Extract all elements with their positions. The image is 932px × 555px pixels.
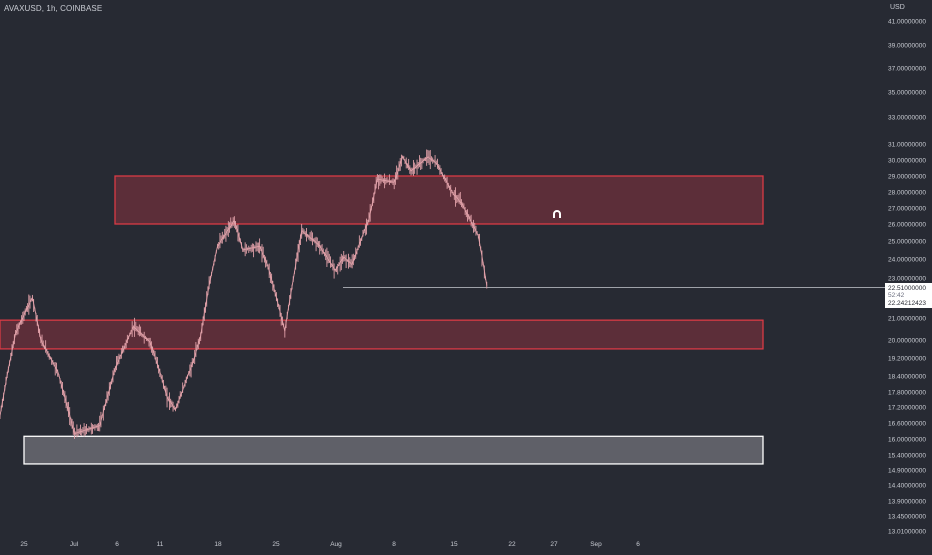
price-tag-box: [885, 283, 932, 308]
zone-resistance[interactable]: [114, 175, 764, 225]
x-tick-label: 8: [392, 541, 396, 548]
x-tick-label: 6: [636, 541, 640, 548]
x-tick-label: Jul: [70, 541, 79, 548]
symbol-title[interactable]: AVAXUSD, 1h, COINBASE: [4, 4, 103, 13]
price-line: [0, 155, 488, 435]
zone-support[interactable]: [0, 319, 764, 350]
x-tick-label: 25: [20, 541, 28, 548]
x-tick-label: Aug: [330, 541, 342, 548]
time-axis[interactable]: 25 Jul 6 11 18 25 Aug 8 15 22 27 Sep 6: [20, 541, 640, 548]
price-tag: 22.51000000 52:42 22.24212423: [885, 283, 932, 308]
zones-layer: [0, 175, 764, 465]
price-tag-price: 22.51000000: [888, 285, 926, 292]
y-tick-label: 23.00000000: [888, 276, 926, 283]
y-tick-label: 25.00000000: [888, 239, 926, 246]
y-tick-label: 20.00000000: [888, 338, 926, 345]
y-tick-label: 39.00000000: [888, 43, 926, 50]
zone-demand[interactable]: [23, 435, 764, 465]
y-tick-label: 33.00000000: [888, 115, 926, 122]
y-tick-label: 41.00000000: [888, 19, 926, 26]
x-tick-label: 22: [508, 541, 516, 548]
y-tick-label: 26.00000000: [888, 222, 926, 229]
x-tick-label: 25: [272, 541, 280, 548]
x-tick-label: Sep: [590, 541, 602, 548]
y-tick-label: 31.00000000: [888, 142, 926, 149]
y-tick-label: 16.00000000: [888, 437, 926, 444]
y-tick-label: 14.90000000: [888, 468, 926, 475]
price-tag-level: 22.24212423: [888, 300, 926, 307]
y-tick-label: 13.45000000: [888, 514, 926, 521]
y-tick-label: 13.01000000: [888, 529, 926, 536]
y-tick-label: 15.40000000: [888, 453, 926, 460]
y-tick-label: 28.00000000: [888, 190, 926, 197]
x-tick-label: 18: [214, 541, 222, 548]
x-tick-label: 15: [450, 541, 458, 548]
y-tick-label: 17.20000000: [888, 405, 926, 412]
x-tick-label: 11: [157, 541, 164, 548]
y-tick-label: 13.90000000: [888, 499, 926, 506]
currency-label: USD: [890, 4, 905, 11]
y-tick-label: 14.40000000: [888, 483, 926, 490]
y-tick-label: 21.00000000: [888, 316, 926, 323]
y-tick-label: 29.00000000: [888, 174, 926, 181]
y-tick-label: 18.40000000: [888, 374, 926, 381]
y-tick-label: 30.00000000: [888, 158, 926, 165]
price-axis[interactable]: 41.00000000 39.00000000 37.00000000 35.0000…: [888, 19, 926, 536]
price-tag-countdown: 52:42: [888, 292, 905, 299]
magnet-icon[interactable]: [553, 210, 561, 218]
series-layer: [0, 149, 488, 439]
y-tick-label: 37.00000000: [888, 66, 926, 73]
y-tick-label: 24.00000000: [888, 257, 926, 264]
y-tick-label: 27.00000000: [888, 206, 926, 213]
y-tick-label: 19.20000000: [888, 356, 926, 363]
x-tick-label: 6: [115, 541, 119, 548]
y-tick-label: 17.80000000: [888, 390, 926, 397]
y-tick-label: 16.60000000: [888, 421, 926, 428]
x-tick-label: 27: [550, 541, 558, 548]
y-tick-label: 35.00000000: [888, 90, 926, 97]
